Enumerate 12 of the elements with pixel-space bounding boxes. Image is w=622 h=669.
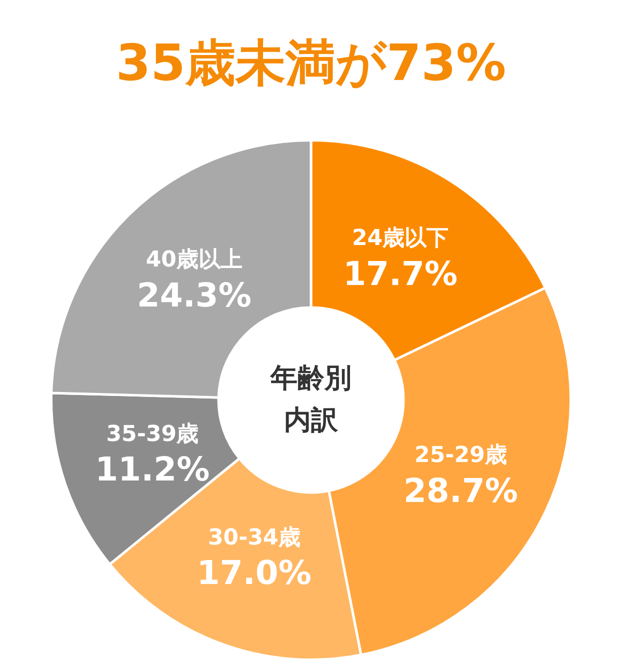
- slice-label: 24歳以下: [352, 226, 449, 251]
- slice-label: 35-39歳: [106, 422, 199, 447]
- data-label: 28.7%: [403, 470, 518, 510]
- chart-title: 35歳未満が73%: [114, 33, 508, 94]
- data-label: 11.2%: [95, 450, 210, 489]
- slice-label: 40歳以上: [146, 248, 242, 273]
- text: 年齢別内訳: [269, 362, 352, 438]
- slice-label: 25-29歳: [414, 442, 507, 468]
- data-label: 17.0%: [196, 553, 312, 592]
- data-label: 17.7%: [343, 254, 458, 293]
- data-label: 24.3%: [136, 276, 252, 315]
- slice-label: 30-34歳: [208, 525, 300, 550]
